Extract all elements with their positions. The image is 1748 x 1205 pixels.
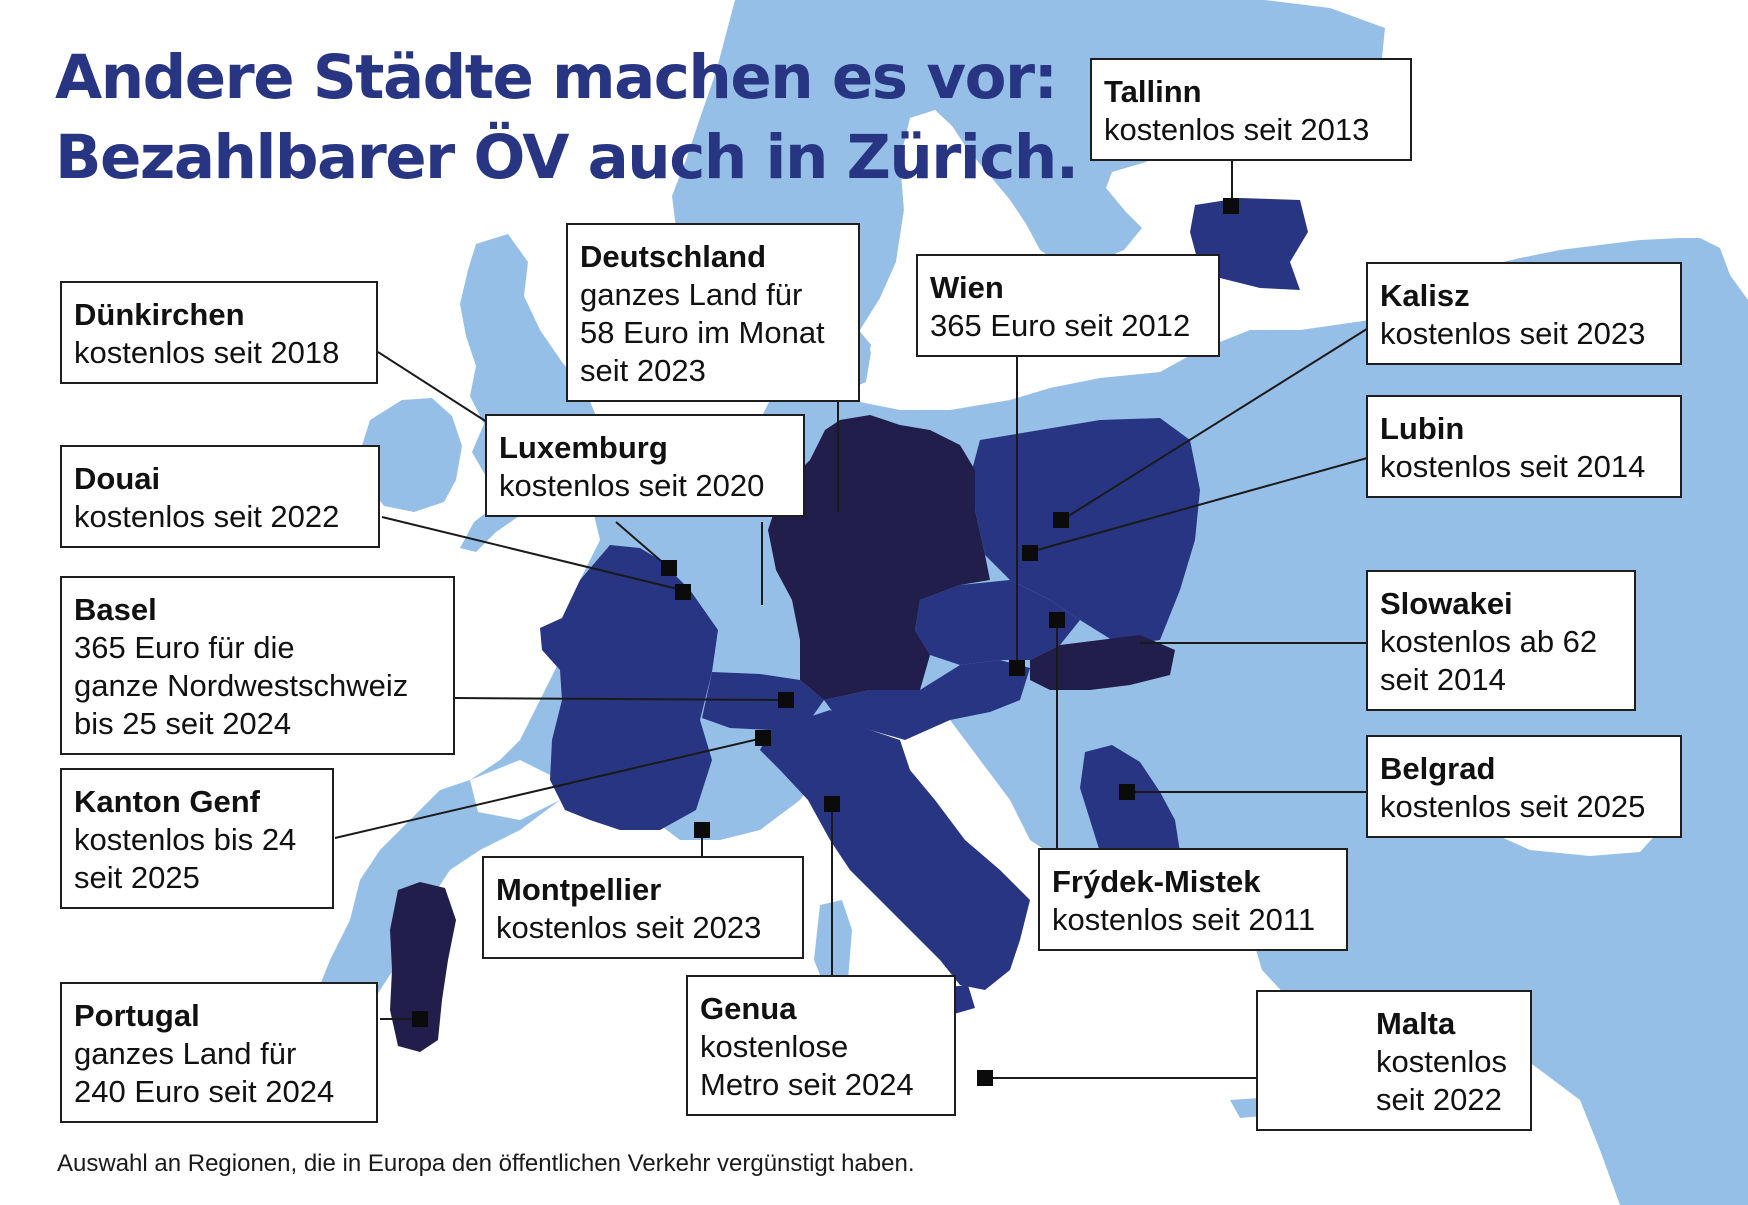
marker-genua — [824, 796, 840, 812]
label-douai: Douai kostenlos seit 2022 — [60, 445, 380, 548]
country-poland — [972, 418, 1200, 645]
label-name: Kanton Genf — [74, 784, 260, 819]
marker-kanton-genf — [755, 730, 771, 746]
country-czechia — [915, 580, 1080, 665]
label-name: Wien — [930, 270, 1004, 305]
marker-portugal — [412, 1011, 428, 1027]
marker-montpellier — [694, 822, 710, 838]
label-name: Portugal — [74, 998, 200, 1033]
aegean-sea — [1176, 950, 1250, 1060]
page-title: Andere Städte machen es vor: Bezahlbarer… — [55, 38, 1079, 198]
label-text: kostenlos seit 2014 — [1380, 449, 1646, 484]
label-text: kostenlos ab 62 seit 2014 — [1380, 624, 1598, 697]
marker-wien — [1009, 660, 1025, 676]
country-portugal — [390, 882, 456, 1052]
country-germany — [768, 415, 990, 700]
marker-kalisz — [1053, 512, 1069, 528]
label-kanton-genf: Kanton Genf kostenlos bis 24 seit 2025 — [60, 768, 334, 909]
land-ireland — [360, 398, 462, 512]
label-deutschland: Deutschland ganzes Land für 58 Euro im M… — [566, 223, 860, 402]
label-genua: Genua kostenlose Metro seit 2024 — [686, 975, 956, 1116]
label-text: kostenlos seit 2023 — [496, 910, 762, 945]
label-name: Malta — [1376, 1006, 1456, 1041]
label-name: Frýdek-Mistek — [1052, 864, 1261, 899]
leader-lines — [334, 160, 1379, 1079]
label-name: Slowakei — [1380, 586, 1513, 621]
country-italy — [760, 710, 1030, 990]
label-name: Belgrad — [1380, 751, 1496, 786]
label-text: ganzes Land für 58 Euro im Monat seit 20… — [580, 277, 825, 388]
footnote: Auswahl an Regionen, die in Europa den ö… — [57, 1150, 915, 1177]
label-malta: Malta kostenlos seit 2022 — [1256, 990, 1532, 1131]
label-text: kostenlos seit 2025 — [1380, 789, 1646, 824]
label-name: Kalisz — [1380, 278, 1470, 313]
label-text: kostenlos seit 2022 — [74, 499, 340, 534]
whole-country-offers — [390, 415, 1175, 1052]
label-text: 365 Euro für die ganze Nordwestschweiz b… — [74, 630, 409, 741]
marker-duenkirchen — [661, 560, 677, 576]
label-lubin: Lubin kostenlos seit 2014 — [1366, 395, 1682, 498]
biscay-bay — [470, 760, 560, 820]
label-name: Douai — [74, 461, 161, 496]
label-slowakei: Slowakei kostenlos ab 62 seit 2014 — [1366, 570, 1636, 711]
marker-frydek-mistek — [1049, 612, 1065, 628]
label-name: Genua — [700, 991, 797, 1026]
label-montpellier: Montpellier kostenlos seit 2023 — [482, 856, 804, 959]
label-text: kostenlos seit 2022 — [1376, 1044, 1507, 1117]
label-text: kostenlos seit 2023 — [1380, 316, 1646, 351]
label-text: ganzes Land für 240 Euro seit 2024 — [74, 1036, 335, 1109]
label-text: 365 Euro seit 2012 — [930, 308, 1191, 343]
label-luxemburg: Luxemburg kostenlos seit 2020 — [485, 414, 805, 517]
country-austria — [824, 660, 1030, 740]
label-belgrad: Belgrad kostenlos seit 2025 — [1366, 735, 1682, 838]
label-basel: Basel 365 Euro für die ganze Nordwestsch… — [60, 576, 455, 755]
label-name: Luxemburg — [499, 430, 668, 465]
label-name: Deutschland — [580, 239, 767, 274]
title-line-2: Bezahlbarer ÖV auch in Zürich. — [55, 122, 1079, 193]
city-markers — [412, 198, 1239, 1086]
adriatic-sea — [905, 740, 1040, 880]
label-wien: Wien 365 Euro seit 2012 — [916, 254, 1220, 357]
label-text: kostenlos seit 2018 — [74, 335, 340, 370]
marker-douai — [675, 584, 691, 600]
label-name: Dünkirchen — [74, 297, 245, 332]
label-frydek-mistek: Frýdek-Mistek kostenlos seit 2011 — [1038, 848, 1348, 951]
label-name: Tallinn — [1104, 74, 1202, 109]
country-slovakia — [1030, 635, 1175, 690]
title-line-1: Andere Städte machen es vor: — [55, 42, 1058, 113]
marker-tallinn — [1223, 198, 1239, 214]
marker-malta — [977, 1070, 993, 1086]
label-duenkirchen: Dünkirchen kostenlos seit 2018 — [60, 281, 378, 384]
marker-basel — [778, 692, 794, 708]
label-name: Montpellier — [496, 872, 662, 907]
label-text: kostenlos seit 2020 — [499, 468, 765, 503]
label-text: kostenlos seit 2013 — [1104, 112, 1370, 147]
label-portugal: Portugal ganzes Land für 240 Euro seit 2… — [60, 982, 378, 1123]
marker-belgrad — [1119, 784, 1135, 800]
label-kalisz: Kalisz kostenlos seit 2023 — [1366, 262, 1682, 365]
country-switzerland — [702, 672, 824, 730]
label-name: Lubin — [1380, 411, 1465, 446]
country-serbia — [1080, 745, 1180, 870]
label-text: kostenlos seit 2011 — [1052, 902, 1316, 937]
label-tallinn: Tallinn kostenlos seit 2013 — [1090, 58, 1412, 161]
marker-lubin — [1022, 545, 1038, 561]
label-name: Basel — [74, 592, 157, 627]
label-text: kostenlose Metro seit 2024 — [700, 1029, 914, 1102]
label-text: kostenlos bis 24 seit 2025 — [74, 822, 297, 895]
land-anatolia — [1250, 810, 1720, 1030]
